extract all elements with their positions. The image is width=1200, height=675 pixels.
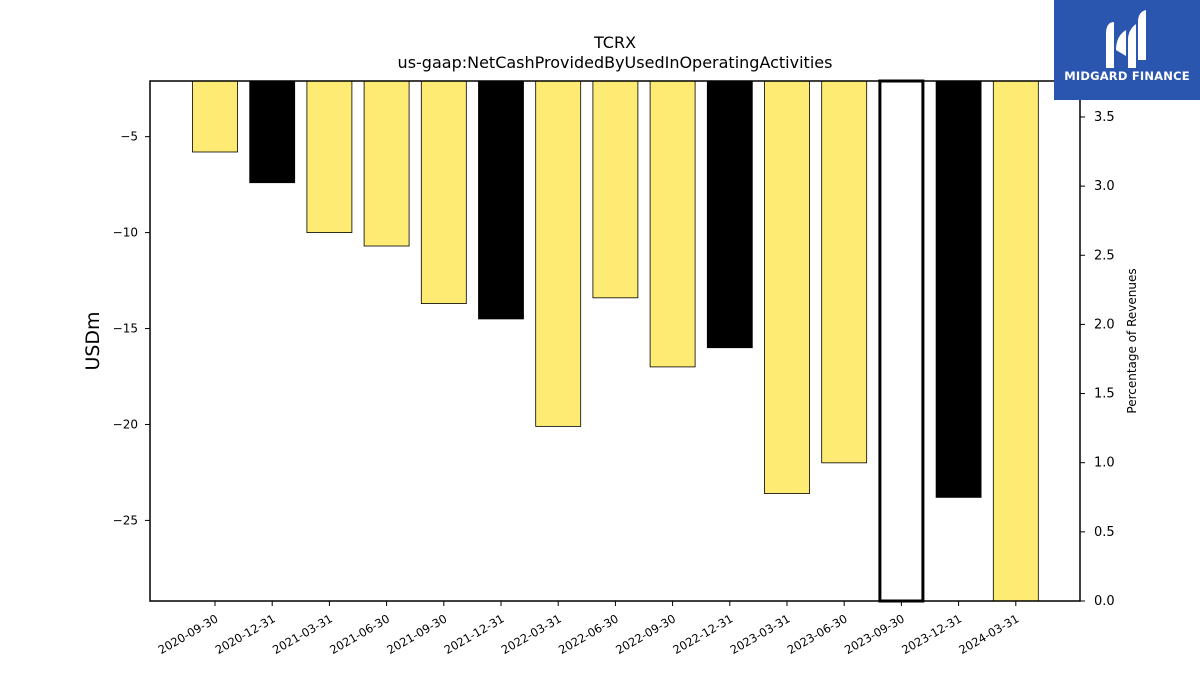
y2-tick-label: 2.5 [1094, 248, 1115, 263]
brand-name: MIDGARD FINANCE [1064, 69, 1190, 83]
x-tick-label: 2021-12-31 [442, 611, 507, 657]
y-tick-label: −25 [113, 513, 138, 527]
bar-group [192, 79, 1039, 603]
y-tick-label: −5 [120, 130, 138, 144]
plot-frame [149, 80, 1081, 602]
bar-2021-06-30 [363, 80, 410, 247]
x-axis-ticks: 2020-09-302020-12-312021-03-312021-06-30… [156, 601, 1021, 657]
bar-2023-12-31 [935, 80, 982, 498]
x-tick-label: 2022-09-30 [613, 611, 678, 657]
x-tick-label: 2022-12-31 [670, 611, 735, 657]
bar-2020-12-31 [249, 80, 296, 184]
left-axis-ticks: −5 −10 −15 −20 −25 [113, 130, 150, 527]
x-tick-label: 2021-03-31 [270, 611, 335, 657]
y2-axis-label: Percentage of Revenues [1125, 268, 1139, 413]
x-tick-label: 2023-06-30 [785, 611, 850, 657]
bar-2022-09-30 [649, 80, 696, 368]
bar-2021-12-31 [478, 80, 524, 320]
bar-2021-09-30 [420, 80, 467, 304]
bar-2022-03-31 [535, 80, 582, 427]
bar-2022-12-31 [706, 80, 753, 349]
y-tick-label: −15 [113, 322, 138, 336]
bar-2023-06-30 [821, 80, 868, 464]
brand-logo: MIDGARD FINANCE [1054, 0, 1200, 100]
bar-2024-03-31 [992, 80, 1039, 602]
chart-title: TCRX [593, 33, 636, 52]
x-tick-label: 2022-03-31 [499, 611, 564, 657]
bar-2022-06-30 [592, 80, 639, 299]
x-tick-label: 2023-09-30 [842, 611, 907, 657]
chart-subtitle: us-gaap:NetCashProvidedByUsedInOperating… [398, 53, 833, 72]
y2-tick-label: 2.0 [1094, 317, 1115, 332]
x-tick-label: 2020-09-30 [156, 611, 221, 657]
bar-2020-09-30 [192, 80, 238, 153]
y2-tick-label: 0.5 [1094, 525, 1115, 540]
y2-tick-label: 1.5 [1094, 387, 1115, 402]
y2-tick-label: 1.0 [1094, 456, 1115, 471]
y2-tick-label: 3.5 [1094, 110, 1115, 125]
y2-tick-label: 0.0 [1094, 594, 1115, 609]
x-tick-label: 2023-03-31 [728, 611, 793, 657]
bar-2023-09-30 [878, 79, 925, 603]
right-axis-ticks: 0.0 0.5 1.0 1.5 2.0 2.5 3.0 3.5 [1080, 110, 1115, 609]
y2-tick-label: 3.0 [1094, 179, 1115, 194]
y-axis-label: USDm [82, 311, 104, 370]
bar-2021-03-31 [306, 80, 353, 233]
x-tick-label: 2023-12-31 [899, 611, 964, 657]
y-tick-label: −10 [113, 226, 138, 240]
midgard-m-logo-icon [1106, 10, 1146, 68]
y-tick-label: −20 [113, 417, 138, 431]
x-tick-label: 2022-06-30 [556, 611, 621, 657]
bar-2023-03-31 [764, 80, 810, 494]
x-tick-label: 2020-12-31 [213, 611, 278, 657]
x-tick-label: 2024-03-31 [956, 611, 1021, 657]
x-tick-label: 2021-06-30 [327, 611, 392, 657]
x-tick-label: 2021-09-30 [384, 611, 449, 657]
